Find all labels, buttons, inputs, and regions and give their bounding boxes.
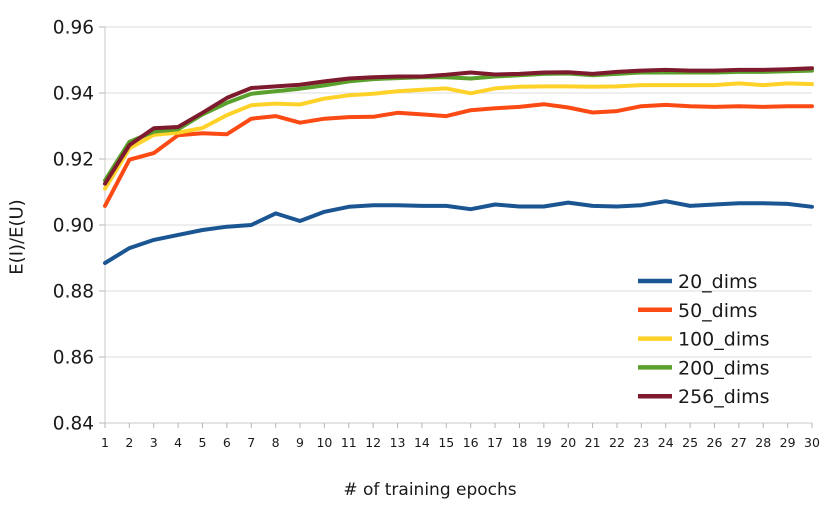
series-line-100_dims — [103, 81, 814, 191]
x-tick-label: 19 — [536, 435, 552, 450]
x-tick-label: 4 — [174, 435, 182, 450]
x-tick-label: 6 — [223, 435, 231, 450]
x-tick-label: 30 — [804, 435, 820, 450]
x-tick-label: 18 — [511, 435, 527, 450]
series-line-256_dims — [103, 66, 814, 186]
x-tick-label: 2 — [125, 435, 133, 450]
x-tick-label: 23 — [633, 435, 649, 450]
y-tick-label: 0.86 — [53, 348, 94, 369]
x-tick-label: 13 — [390, 435, 406, 450]
x-tick-label: 3 — [150, 435, 158, 450]
x-tick-label: 25 — [682, 435, 698, 450]
x-tick-label: 12 — [365, 435, 381, 450]
x-tick-label: 10 — [316, 435, 332, 450]
legend-label-100_dims: 100_dims — [678, 329, 770, 351]
y-tick-label: 0.84 — [53, 414, 94, 435]
legend-label-200_dims: 200_dims — [678, 357, 770, 379]
x-tick-label: 22 — [609, 435, 625, 450]
y-tick-label: 0.88 — [53, 282, 94, 303]
x-tick-label: 20 — [560, 435, 576, 450]
x-tick-label: 17 — [487, 435, 503, 450]
x-tick-label: 28 — [755, 435, 771, 450]
x-tick-label: 24 — [658, 435, 674, 450]
series-line-50_dims — [103, 102, 814, 208]
x-tick-label: 7 — [247, 435, 255, 450]
series-line-20_dims — [103, 199, 814, 265]
x-tick-label: 15 — [438, 435, 454, 450]
x-tick-label: 27 — [731, 435, 747, 450]
x-tick-label: 26 — [707, 435, 723, 450]
y-tick-label: 0.96 — [53, 18, 94, 39]
x-tick-label: 8 — [272, 435, 280, 450]
x-tick-label: 9 — [296, 435, 304, 450]
x-tick-label: 14 — [414, 435, 430, 450]
x-tick-label: 11 — [341, 435, 357, 450]
x-tick-label: 1 — [101, 435, 109, 450]
legend-label-256_dims: 256_dims — [678, 386, 770, 408]
x-tick-label: 21 — [585, 435, 601, 450]
y-tick-label: 0.94 — [53, 84, 94, 105]
y-axis-title: E(I)/E(U) — [6, 199, 28, 275]
x-tick-label: 29 — [780, 435, 796, 450]
x-tick-label: 16 — [463, 435, 479, 450]
legend-label-50_dims: 50_dims — [678, 300, 757, 322]
x-axis-title: # of training epochs — [343, 480, 517, 500]
x-tick-label: 5 — [199, 435, 207, 450]
legend-label-20_dims: 20_dims — [678, 271, 757, 293]
y-tick-label: 0.92 — [53, 150, 94, 171]
y-tick-label: 0.90 — [53, 216, 94, 237]
